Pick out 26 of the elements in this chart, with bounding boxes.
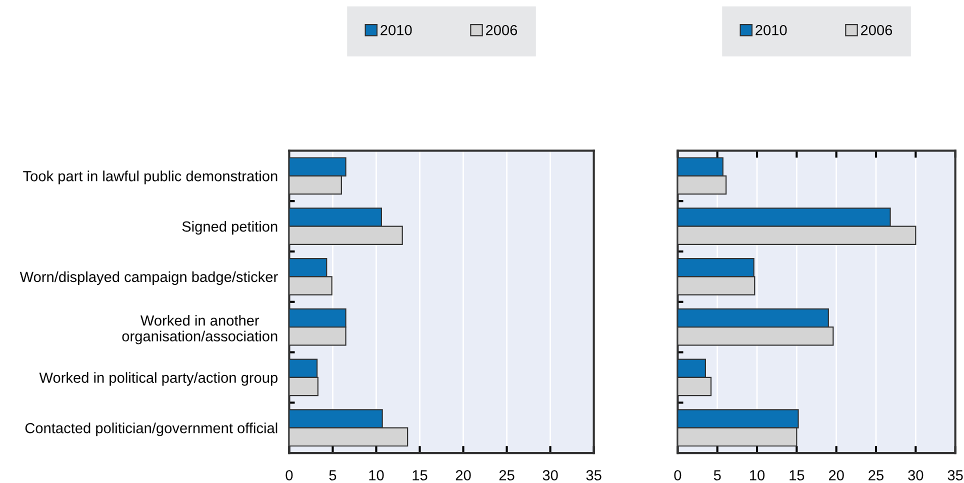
x-tick-label: 0 — [286, 470, 293, 480]
legend-label: 2006 — [486, 24, 518, 36]
legend-label: 2010 — [380, 24, 412, 36]
x-tick-label: 30 — [542, 470, 558, 480]
y-tick-label: Took part in lawful public demonstration — [23, 170, 278, 184]
y-tick-label: Worked in another organisation/association — [122, 314, 278, 344]
x-tick-label: 10 — [750, 470, 765, 480]
x-tick-label: 20 — [456, 470, 471, 480]
x-tick-label: 10 — [369, 470, 384, 480]
x-tick-label: 20 — [828, 470, 844, 480]
x-tick-label: 0 — [674, 470, 682, 480]
legend-label: 2010 — [756, 24, 787, 36]
x-tick-label: 5 — [714, 470, 721, 480]
x-tick-label: 30 — [908, 470, 924, 480]
legend-label: 2006 — [860, 24, 892, 36]
y-tick-label: Contacted politician/government official — [25, 422, 278, 436]
x-tick-label: 25 — [868, 470, 884, 480]
x-tick-label: 35 — [948, 470, 963, 480]
y-tick-label: Signed petition — [182, 221, 278, 235]
y-tick-label: Worn/displayed campaign badge/sticker — [20, 271, 278, 285]
y-tick-label: Worked in political party/action group — [39, 372, 278, 386]
x-tick-label: 15 — [790, 470, 804, 480]
x-tick-label: 5 — [329, 470, 336, 480]
x-tick-label: 15 — [412, 470, 428, 480]
x-tick-label: 25 — [499, 470, 514, 480]
x-tick-label: 35 — [586, 470, 602, 480]
